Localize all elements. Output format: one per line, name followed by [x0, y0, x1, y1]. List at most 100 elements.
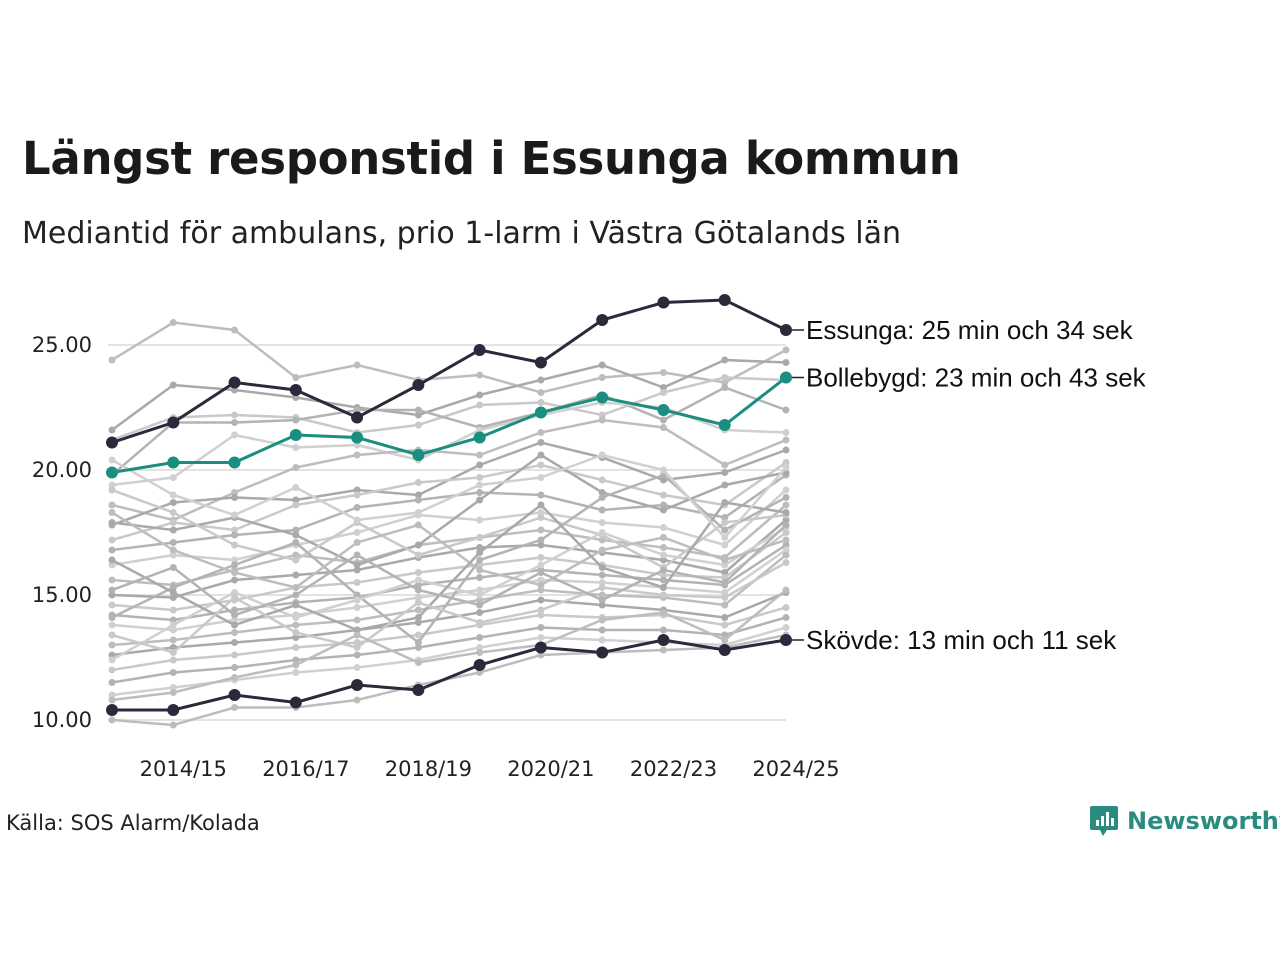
background-point — [292, 621, 300, 629]
background-point — [782, 536, 790, 544]
background-point — [231, 431, 239, 439]
background-point — [476, 609, 484, 616]
background-line — [111, 453, 787, 567]
background-line — [111, 524, 787, 617]
background-point — [231, 526, 239, 534]
background-point — [353, 579, 361, 586]
background-point — [108, 666, 116, 674]
background-point — [598, 519, 606, 526]
background-point — [476, 451, 484, 459]
background-point — [476, 619, 484, 626]
background-point — [108, 614, 116, 621]
background-line — [111, 554, 787, 647]
background-point — [108, 691, 116, 699]
background-point — [169, 684, 177, 691]
series-annotation: Essunga: 25 min och 34 sek — [806, 315, 1134, 345]
background-point — [108, 486, 116, 494]
background-line — [111, 453, 787, 540]
series-point — [289, 384, 302, 396]
background-point — [659, 369, 667, 376]
x-axis: 2014/15 2016/17 2018/19 2020/21 2022/23 2024/… — [140, 757, 840, 781]
series-point — [412, 684, 425, 696]
background-point — [721, 579, 729, 586]
series-point — [351, 679, 364, 691]
background-point — [782, 586, 790, 594]
background-series-line — [108, 399, 790, 489]
background-point — [721, 526, 729, 534]
background-point — [108, 586, 116, 594]
background-point — [537, 536, 545, 544]
series-essunga — [106, 294, 792, 449]
series-point — [228, 689, 241, 701]
background-series-line — [108, 509, 790, 591]
background-point — [169, 509, 177, 516]
newsworthy-logo-icon — [1090, 806, 1118, 836]
x-tick-label: 2020/21 — [507, 757, 594, 781]
background-series-line — [108, 551, 790, 649]
background-point — [108, 601, 116, 609]
background-point — [476, 644, 484, 651]
background-point — [782, 494, 790, 501]
background-point — [598, 626, 606, 634]
background-line — [111, 489, 787, 567]
y-tick-label: 20.00 — [32, 458, 92, 482]
background-point — [782, 464, 790, 471]
background-point — [537, 624, 545, 631]
background-point — [231, 561, 239, 569]
background-point — [782, 521, 790, 529]
series-point — [106, 704, 118, 716]
background-point — [537, 389, 545, 396]
background-line — [111, 511, 787, 589]
background-point — [353, 491, 361, 499]
background-point — [231, 629, 239, 636]
background-point — [476, 601, 484, 609]
background-point — [414, 631, 422, 639]
background-point — [721, 379, 729, 386]
background-point — [169, 319, 177, 326]
background-point — [721, 481, 729, 489]
background-point — [598, 636, 606, 644]
background-point — [476, 401, 484, 409]
background-line — [111, 376, 787, 442]
background-point — [414, 479, 422, 486]
background-point — [598, 451, 606, 459]
background-point — [782, 501, 790, 509]
background-point — [414, 639, 422, 646]
background-point — [537, 581, 545, 589]
background-point — [231, 674, 239, 681]
background-point — [353, 626, 361, 634]
background-point — [231, 651, 239, 659]
series-line — [112, 638, 787, 712]
background-point — [169, 551, 177, 559]
series-point — [473, 659, 486, 671]
background-point — [231, 556, 239, 564]
background-point — [231, 541, 239, 549]
background-point — [598, 596, 606, 604]
background-point — [598, 601, 606, 609]
background-line — [111, 441, 787, 527]
background-series-line — [108, 546, 790, 634]
background-series-line — [108, 524, 790, 664]
series-annotation: Bollebygd: 23 min och 43 sek — [806, 363, 1147, 393]
background-line — [111, 543, 787, 622]
background-point — [292, 464, 300, 471]
background-point — [721, 569, 729, 576]
background-point — [169, 564, 177, 571]
x-tick-label: 2018/19 — [385, 757, 472, 781]
background-series-line — [108, 451, 790, 541]
background-point — [292, 416, 300, 424]
background-point — [353, 566, 361, 574]
series-point — [167, 416, 180, 429]
background-point — [169, 474, 177, 481]
background-line — [111, 473, 787, 552]
background-point — [476, 534, 484, 541]
background-point — [721, 541, 729, 549]
background-point — [476, 544, 484, 551]
background-point — [598, 476, 606, 484]
background-point — [721, 621, 729, 629]
background-point — [659, 384, 667, 391]
background-point — [353, 561, 361, 569]
background-point — [108, 519, 116, 526]
background-point — [353, 361, 361, 369]
background-series-line — [108, 384, 790, 479]
